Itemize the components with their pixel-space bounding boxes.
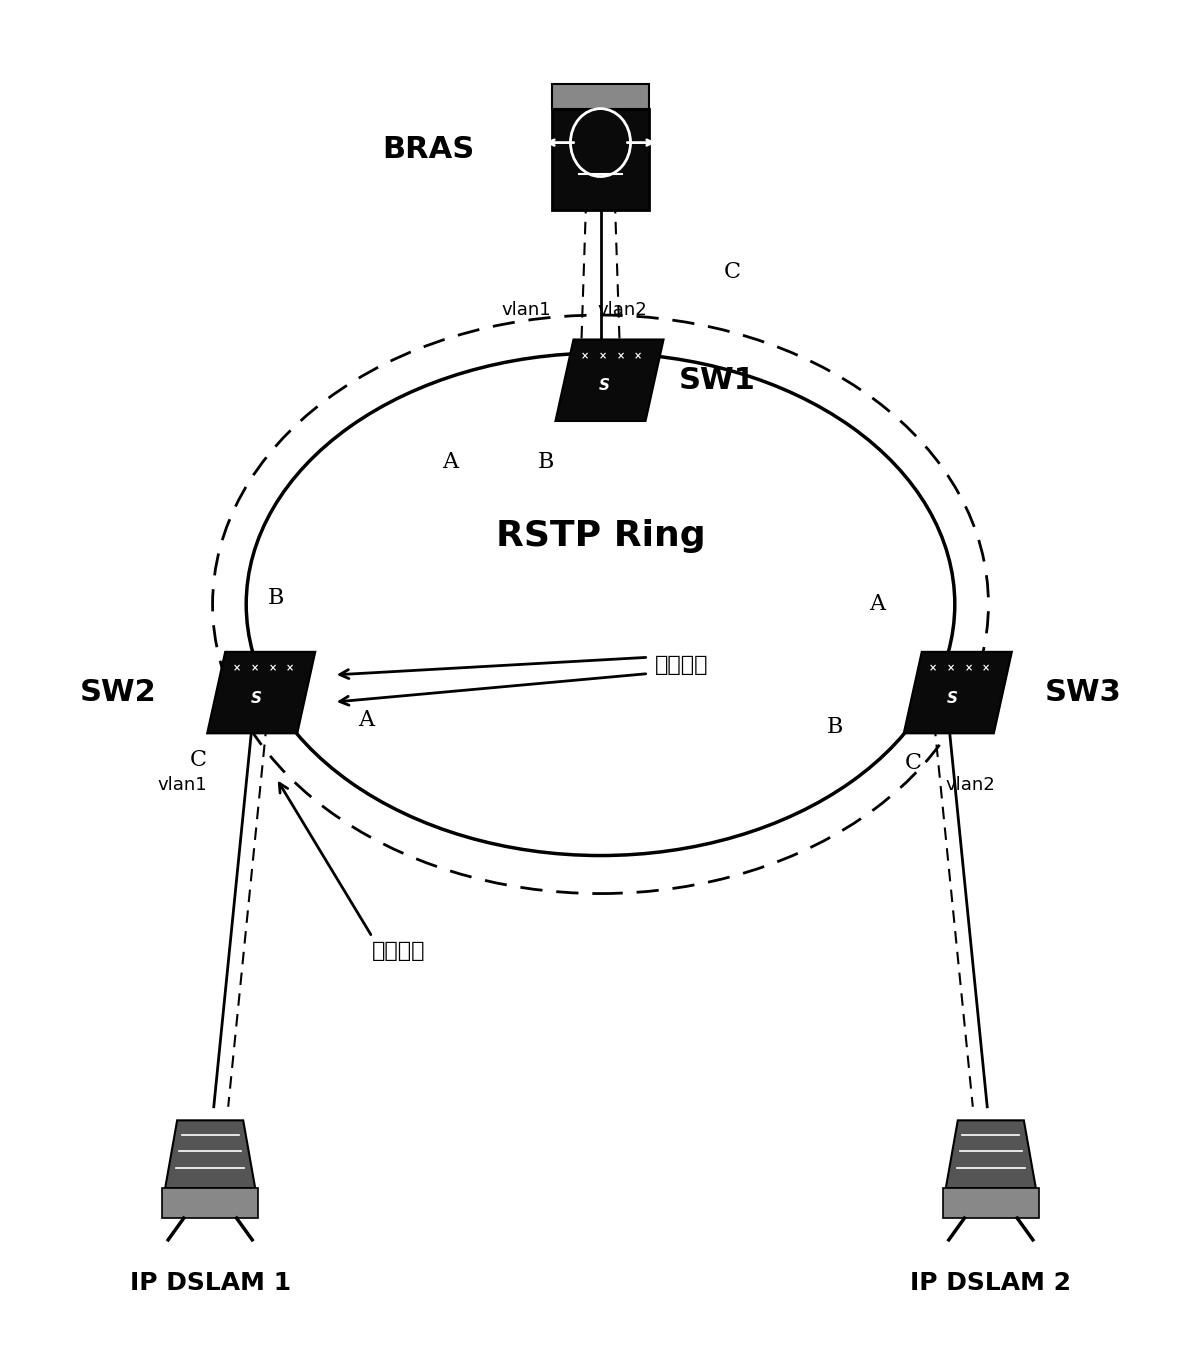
Text: BRAS: BRAS [382, 134, 474, 164]
Text: ×: × [930, 663, 937, 674]
Text: 用户端口: 用户端口 [372, 941, 426, 960]
Text: A: A [358, 709, 375, 731]
Text: A: A [868, 593, 885, 615]
Text: C: C [190, 750, 207, 771]
Polygon shape [904, 652, 1012, 733]
Polygon shape [946, 1120, 1035, 1188]
Text: vlan2: vlan2 [945, 775, 996, 794]
Bar [552, 109, 649, 210]
Text: ×: × [634, 350, 641, 361]
Bar [552, 84, 649, 109]
Text: SW1: SW1 [679, 365, 755, 395]
Text: S: S [598, 378, 610, 394]
Text: ×: × [982, 663, 990, 674]
Text: ×: × [269, 663, 276, 674]
Text: B: B [268, 587, 285, 608]
Text: ×: × [233, 663, 240, 674]
Text: vlan1: vlan1 [157, 775, 208, 794]
Polygon shape [165, 1120, 256, 1188]
Polygon shape [207, 652, 315, 733]
Text: ×: × [251, 663, 258, 674]
Text: C: C [724, 261, 741, 282]
Text: SW2: SW2 [79, 678, 156, 708]
Text: S: S [250, 690, 262, 706]
Text: C: C [904, 752, 921, 774]
Text: vlan1: vlan1 [501, 300, 551, 319]
Text: SW3: SW3 [1045, 678, 1122, 708]
Polygon shape [555, 340, 663, 421]
Text: ×: × [617, 350, 625, 361]
Text: ×: × [966, 663, 973, 674]
Text: ×: × [599, 350, 607, 361]
Text: B: B [538, 451, 555, 473]
Bar [943, 1188, 1039, 1218]
Text: RSTP Ring: RSTP Ring [496, 519, 705, 554]
Text: 组网端口: 组网端口 [655, 656, 709, 675]
Text: IP DSLAM 2: IP DSLAM 2 [910, 1271, 1071, 1296]
Text: ×: × [581, 350, 588, 361]
Text: B: B [826, 716, 843, 737]
Text: S: S [946, 690, 958, 706]
Text: ×: × [286, 663, 293, 674]
Text: IP DSLAM 1: IP DSLAM 1 [130, 1271, 291, 1296]
Text: vlan2: vlan2 [597, 300, 647, 319]
Text: A: A [442, 451, 459, 473]
Text: ×: × [948, 663, 955, 674]
Bar [162, 1188, 258, 1218]
